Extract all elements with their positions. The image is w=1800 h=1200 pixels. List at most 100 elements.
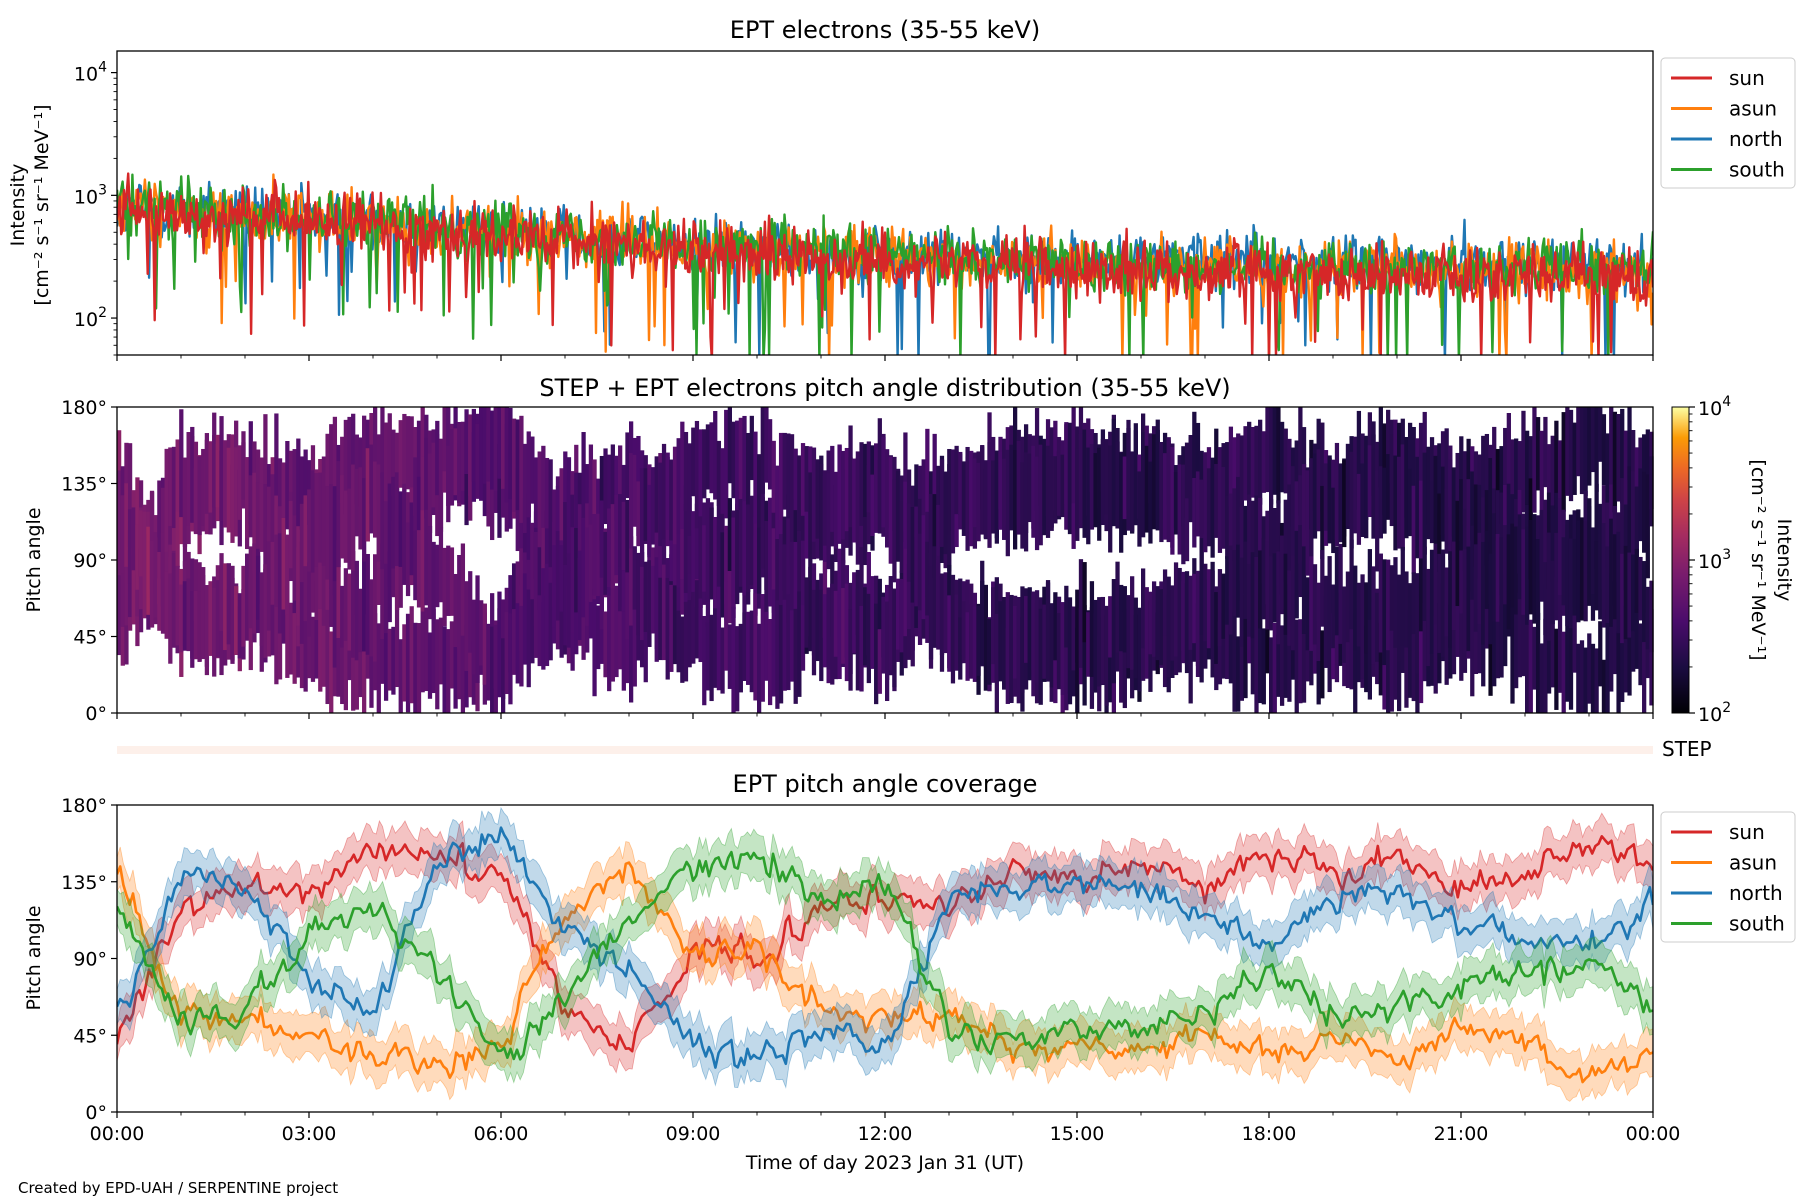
heatmap-cell [171, 446, 177, 529]
heatmap-cell [1506, 534, 1511, 630]
heatmap-cell [446, 545, 451, 616]
heatmap-cell [574, 528, 579, 613]
heatmap-cell [435, 544, 440, 608]
heatmap-cell [954, 594, 959, 671]
heatmap-cell [1137, 471, 1142, 547]
heatmap-cell [1473, 544, 1479, 632]
heatmap-cell [1462, 451, 1468, 525]
heatmap-cell [991, 460, 996, 534]
heatmap-cell [1133, 597, 1138, 679]
heatmap-cell [1188, 600, 1193, 704]
heatmap-cell [526, 589, 531, 688]
heatmap-cell [1269, 556, 1274, 631]
heatmap-cell [658, 462, 663, 547]
heatmap-cell [811, 589, 817, 676]
heatmap-cell [299, 503, 305, 583]
heatmap-cell [760, 594, 765, 702]
heatmap-cell [230, 434, 235, 543]
heatmap-cell [460, 614, 466, 713]
heatmap-cell [599, 500, 604, 578]
heatmap-cell [1239, 600, 1244, 701]
heatmap-cell [1594, 407, 1599, 492]
heatmap-cell [932, 494, 937, 578]
heatmap-cell [351, 551, 356, 658]
heatmap-cell [727, 407, 732, 484]
heatmap-cell [1279, 625, 1285, 706]
heatmap-cell [1459, 610, 1464, 681]
heatmap-cell [705, 498, 711, 602]
heatmap-cell [285, 586, 290, 678]
heatmap-cell [391, 626, 396, 695]
heatmap-cell [1345, 607, 1351, 688]
heatmap-cell [259, 572, 264, 646]
series-line-south [117, 850, 1653, 1061]
heatmap-cell [1323, 463, 1329, 531]
heatmap-cell [1528, 436, 1533, 499]
heatmap-cell [277, 533, 283, 634]
heatmap-cell [702, 525, 707, 592]
heatmap-cell [826, 587, 831, 670]
heatmap-cell [702, 429, 707, 499]
heatmap-cell [1331, 584, 1336, 649]
heatmap-cell [859, 442, 864, 526]
heatmap-cell [1206, 468, 1212, 547]
heatmap-cell [1616, 413, 1621, 502]
heatmap-cell [274, 413, 279, 506]
heatmap-cell [1184, 498, 1190, 562]
heatmap-cell [1532, 626, 1537, 690]
heatmap-cell [1334, 616, 1340, 683]
heatmap-cell [676, 481, 681, 588]
heatmap-cell [1097, 597, 1102, 687]
heatmap-cell [1535, 417, 1541, 491]
heatmap-cell [1276, 500, 1281, 587]
heatmap-cell [274, 599, 279, 685]
series-band-sun [117, 812, 1653, 1074]
heatmap-cell [1550, 505, 1555, 583]
heatmap-cell [1071, 407, 1076, 504]
heatmap-cell [376, 531, 381, 605]
heatmap-cell [347, 573, 352, 651]
heatmap-cell [1506, 413, 1511, 519]
heatmap-cell [1283, 609, 1288, 698]
heatmap-cell [1316, 582, 1321, 662]
heatmap-cell [643, 561, 648, 633]
heatmap-cell [1378, 466, 1383, 539]
heatmap-cell [226, 447, 231, 533]
heatmap-cell [1320, 422, 1325, 512]
heatmap-cell [1561, 537, 1566, 606]
heatmap-cell [698, 598, 703, 663]
heatmap-cell [398, 420, 403, 488]
heatmap-cell [1620, 615, 1625, 702]
heatmap-cell [197, 456, 202, 536]
heatmap-cell [1649, 456, 1654, 527]
heatmap-cell [830, 583, 835, 685]
heatmap-cell [1045, 580, 1051, 682]
heatmap-cell [1601, 414, 1607, 486]
heatmap-cell [724, 581, 729, 671]
heatmap-cell [1367, 445, 1372, 517]
heatmap-cell [1108, 445, 1113, 553]
heatmap-cell [1269, 637, 1274, 713]
heatmap-cell [771, 589, 776, 697]
heatmap-cell [1598, 533, 1603, 620]
heatmap-cell [1642, 612, 1647, 713]
heatmap-cell [1075, 448, 1080, 541]
heatmap-cell [358, 629, 363, 698]
heatmap-cell [1495, 490, 1500, 560]
heatmap-cell [1027, 453, 1032, 523]
heatmap-cell [841, 588, 846, 664]
heatmap-cell [577, 504, 583, 577]
heatmap-cell [676, 610, 681, 673]
heatmap-cell [1155, 586, 1160, 661]
legend-label-south: south [1729, 158, 1785, 182]
heatmap-cell [1440, 466, 1446, 542]
xtick-label: 09:00 [666, 1123, 721, 1145]
heatmap-cell [402, 413, 407, 491]
heatmap-cell [789, 434, 795, 542]
heatmap-cell [387, 413, 392, 497]
heatmap-cell [632, 454, 637, 527]
series-line-sun [117, 835, 1653, 1053]
heatmap-cell [1320, 485, 1325, 559]
heatmap-cell [804, 484, 809, 559]
